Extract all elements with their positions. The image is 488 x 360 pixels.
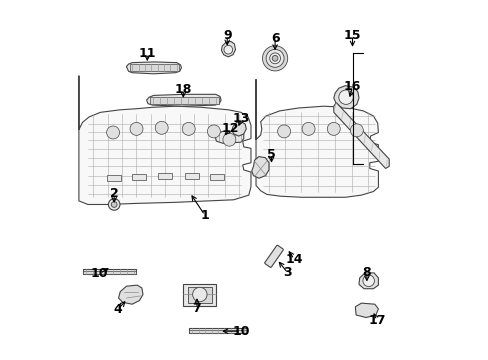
Ellipse shape [106, 126, 120, 139]
Text: 9: 9 [223, 29, 231, 42]
Ellipse shape [224, 45, 232, 54]
Text: 8: 8 [362, 266, 370, 279]
Text: 3: 3 [283, 266, 291, 279]
Ellipse shape [192, 287, 206, 302]
Polygon shape [333, 103, 388, 168]
Ellipse shape [302, 122, 314, 135]
Text: 7: 7 [192, 302, 201, 315]
Ellipse shape [326, 122, 340, 135]
Text: 11: 11 [138, 47, 156, 60]
Polygon shape [231, 122, 246, 136]
Polygon shape [183, 284, 216, 306]
Text: 13: 13 [232, 112, 250, 125]
Polygon shape [146, 94, 221, 106]
Polygon shape [83, 271, 136, 274]
Polygon shape [358, 273, 378, 289]
Polygon shape [221, 41, 235, 57]
Polygon shape [188, 328, 247, 333]
Ellipse shape [272, 55, 277, 61]
Ellipse shape [130, 122, 142, 135]
Polygon shape [256, 79, 378, 197]
Polygon shape [333, 86, 358, 109]
Ellipse shape [182, 122, 195, 135]
Ellipse shape [111, 202, 117, 207]
Polygon shape [158, 173, 171, 179]
Polygon shape [251, 157, 268, 178]
Polygon shape [132, 174, 145, 180]
Text: 12: 12 [221, 122, 238, 135]
Ellipse shape [223, 133, 235, 146]
Text: 10: 10 [91, 267, 108, 280]
Polygon shape [107, 175, 121, 181]
Ellipse shape [207, 125, 220, 138]
Polygon shape [188, 330, 247, 333]
Ellipse shape [108, 199, 120, 210]
Text: 1: 1 [200, 209, 209, 222]
Ellipse shape [155, 121, 168, 134]
Text: 16: 16 [343, 80, 361, 93]
Polygon shape [187, 287, 212, 303]
Ellipse shape [269, 53, 280, 64]
Polygon shape [83, 269, 136, 274]
Ellipse shape [265, 49, 284, 67]
Text: 10: 10 [232, 325, 249, 338]
Polygon shape [355, 303, 378, 318]
Text: 5: 5 [266, 148, 275, 161]
Text: 17: 17 [367, 314, 385, 327]
Polygon shape [126, 62, 181, 74]
Ellipse shape [338, 90, 352, 104]
Polygon shape [130, 64, 179, 71]
Ellipse shape [349, 124, 363, 137]
Polygon shape [118, 285, 142, 304]
Polygon shape [215, 131, 244, 143]
Ellipse shape [277, 125, 290, 138]
Text: 15: 15 [343, 29, 361, 42]
Ellipse shape [362, 275, 374, 287]
Polygon shape [150, 97, 218, 104]
Ellipse shape [262, 46, 287, 71]
Text: 4: 4 [113, 303, 122, 316]
Text: 2: 2 [110, 187, 118, 200]
Polygon shape [79, 76, 250, 204]
FancyBboxPatch shape [264, 245, 283, 267]
Text: 6: 6 [270, 32, 279, 45]
Text: 18: 18 [174, 83, 192, 96]
Polygon shape [210, 174, 224, 180]
Polygon shape [185, 173, 199, 179]
Text: 14: 14 [285, 253, 302, 266]
